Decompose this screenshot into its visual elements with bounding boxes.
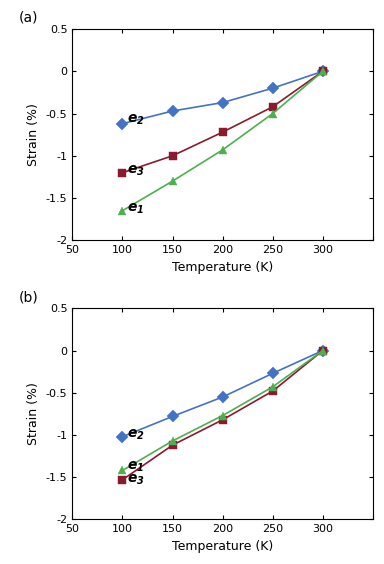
Text: $\bfit{e}_{2}$: $\bfit{e}_{2}$ xyxy=(127,113,145,127)
X-axis label: Temperature (K): Temperature (K) xyxy=(172,540,273,553)
Text: $\bfit{e}_{1}$: $\bfit{e}_{1}$ xyxy=(127,202,145,216)
Text: $\bfit{e}_{3}$: $\bfit{e}_{3}$ xyxy=(127,473,145,487)
Text: $\bfit{e}_{3}$: $\bfit{e}_{3}$ xyxy=(127,164,145,178)
Y-axis label: Strain (%): Strain (%) xyxy=(27,103,40,166)
Y-axis label: Strain (%): Strain (%) xyxy=(27,382,40,446)
Text: (a): (a) xyxy=(18,11,38,25)
X-axis label: Temperature (K): Temperature (K) xyxy=(172,261,273,274)
Text: $\bfit{e}_{2}$: $\bfit{e}_{2}$ xyxy=(127,428,145,442)
Text: (b): (b) xyxy=(18,290,38,304)
Text: $\bfit{e}_{1}$: $\bfit{e}_{1}$ xyxy=(127,460,145,474)
